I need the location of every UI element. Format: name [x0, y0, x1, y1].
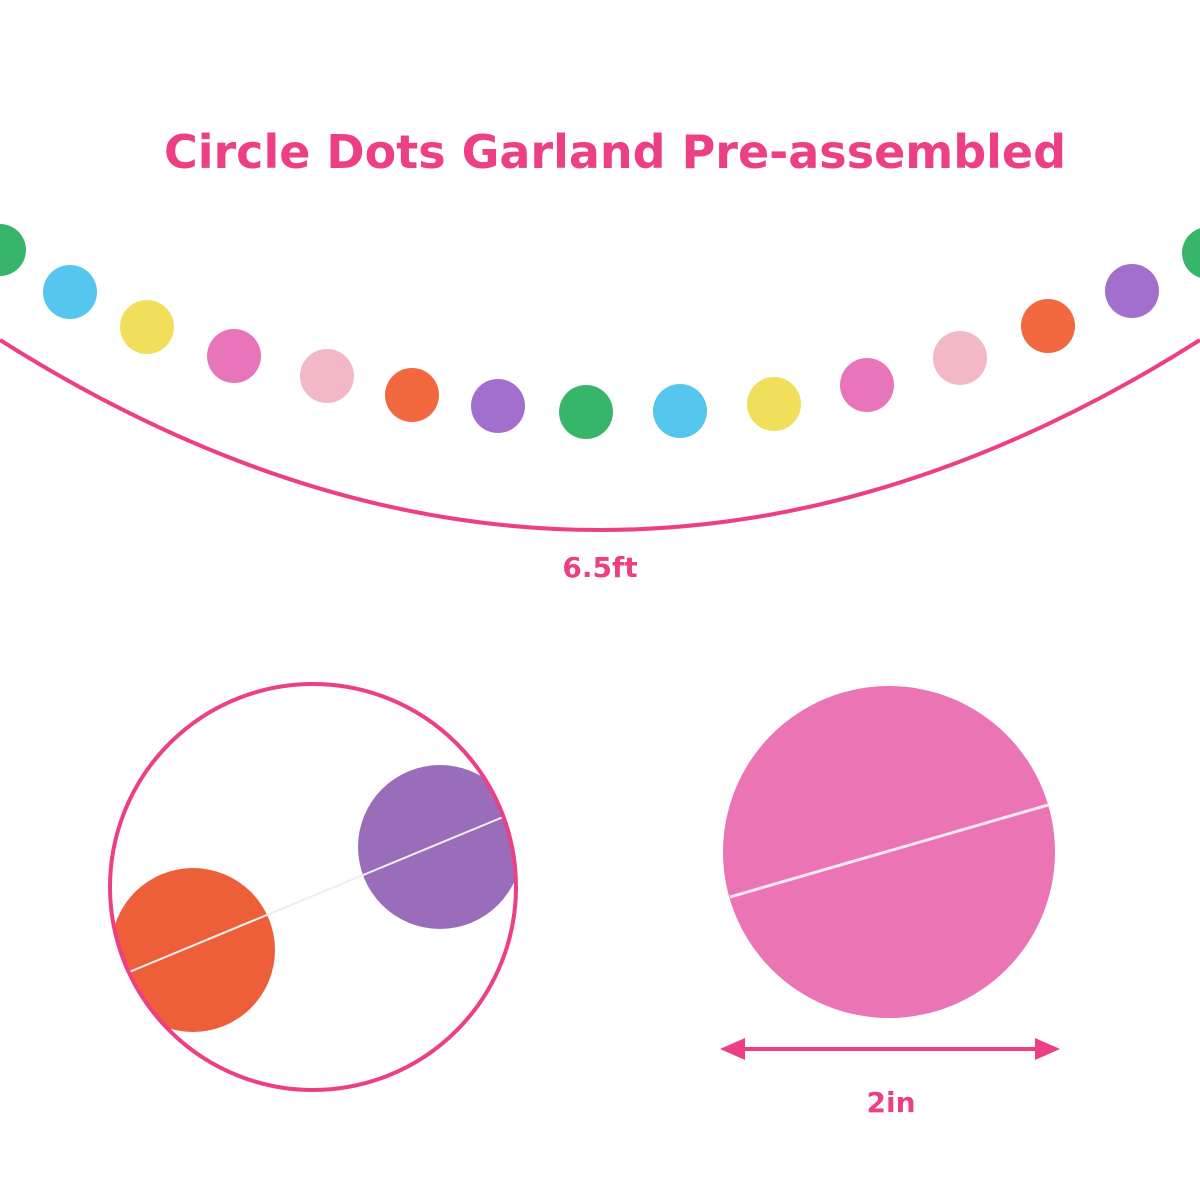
title: Circle Dots Garland Pre-assembled: [164, 125, 1066, 179]
zoom-frame: [108, 682, 518, 1092]
length-arc: [0, 338, 1200, 532]
garland: [0, 224, 1200, 439]
string: [729, 803, 1049, 899]
size-arrow: [720, 1038, 1060, 1060]
length-label: 6.5ft: [562, 551, 637, 584]
zoom-view: [110, 765, 516, 1032]
size-label: 2in: [866, 1086, 915, 1119]
